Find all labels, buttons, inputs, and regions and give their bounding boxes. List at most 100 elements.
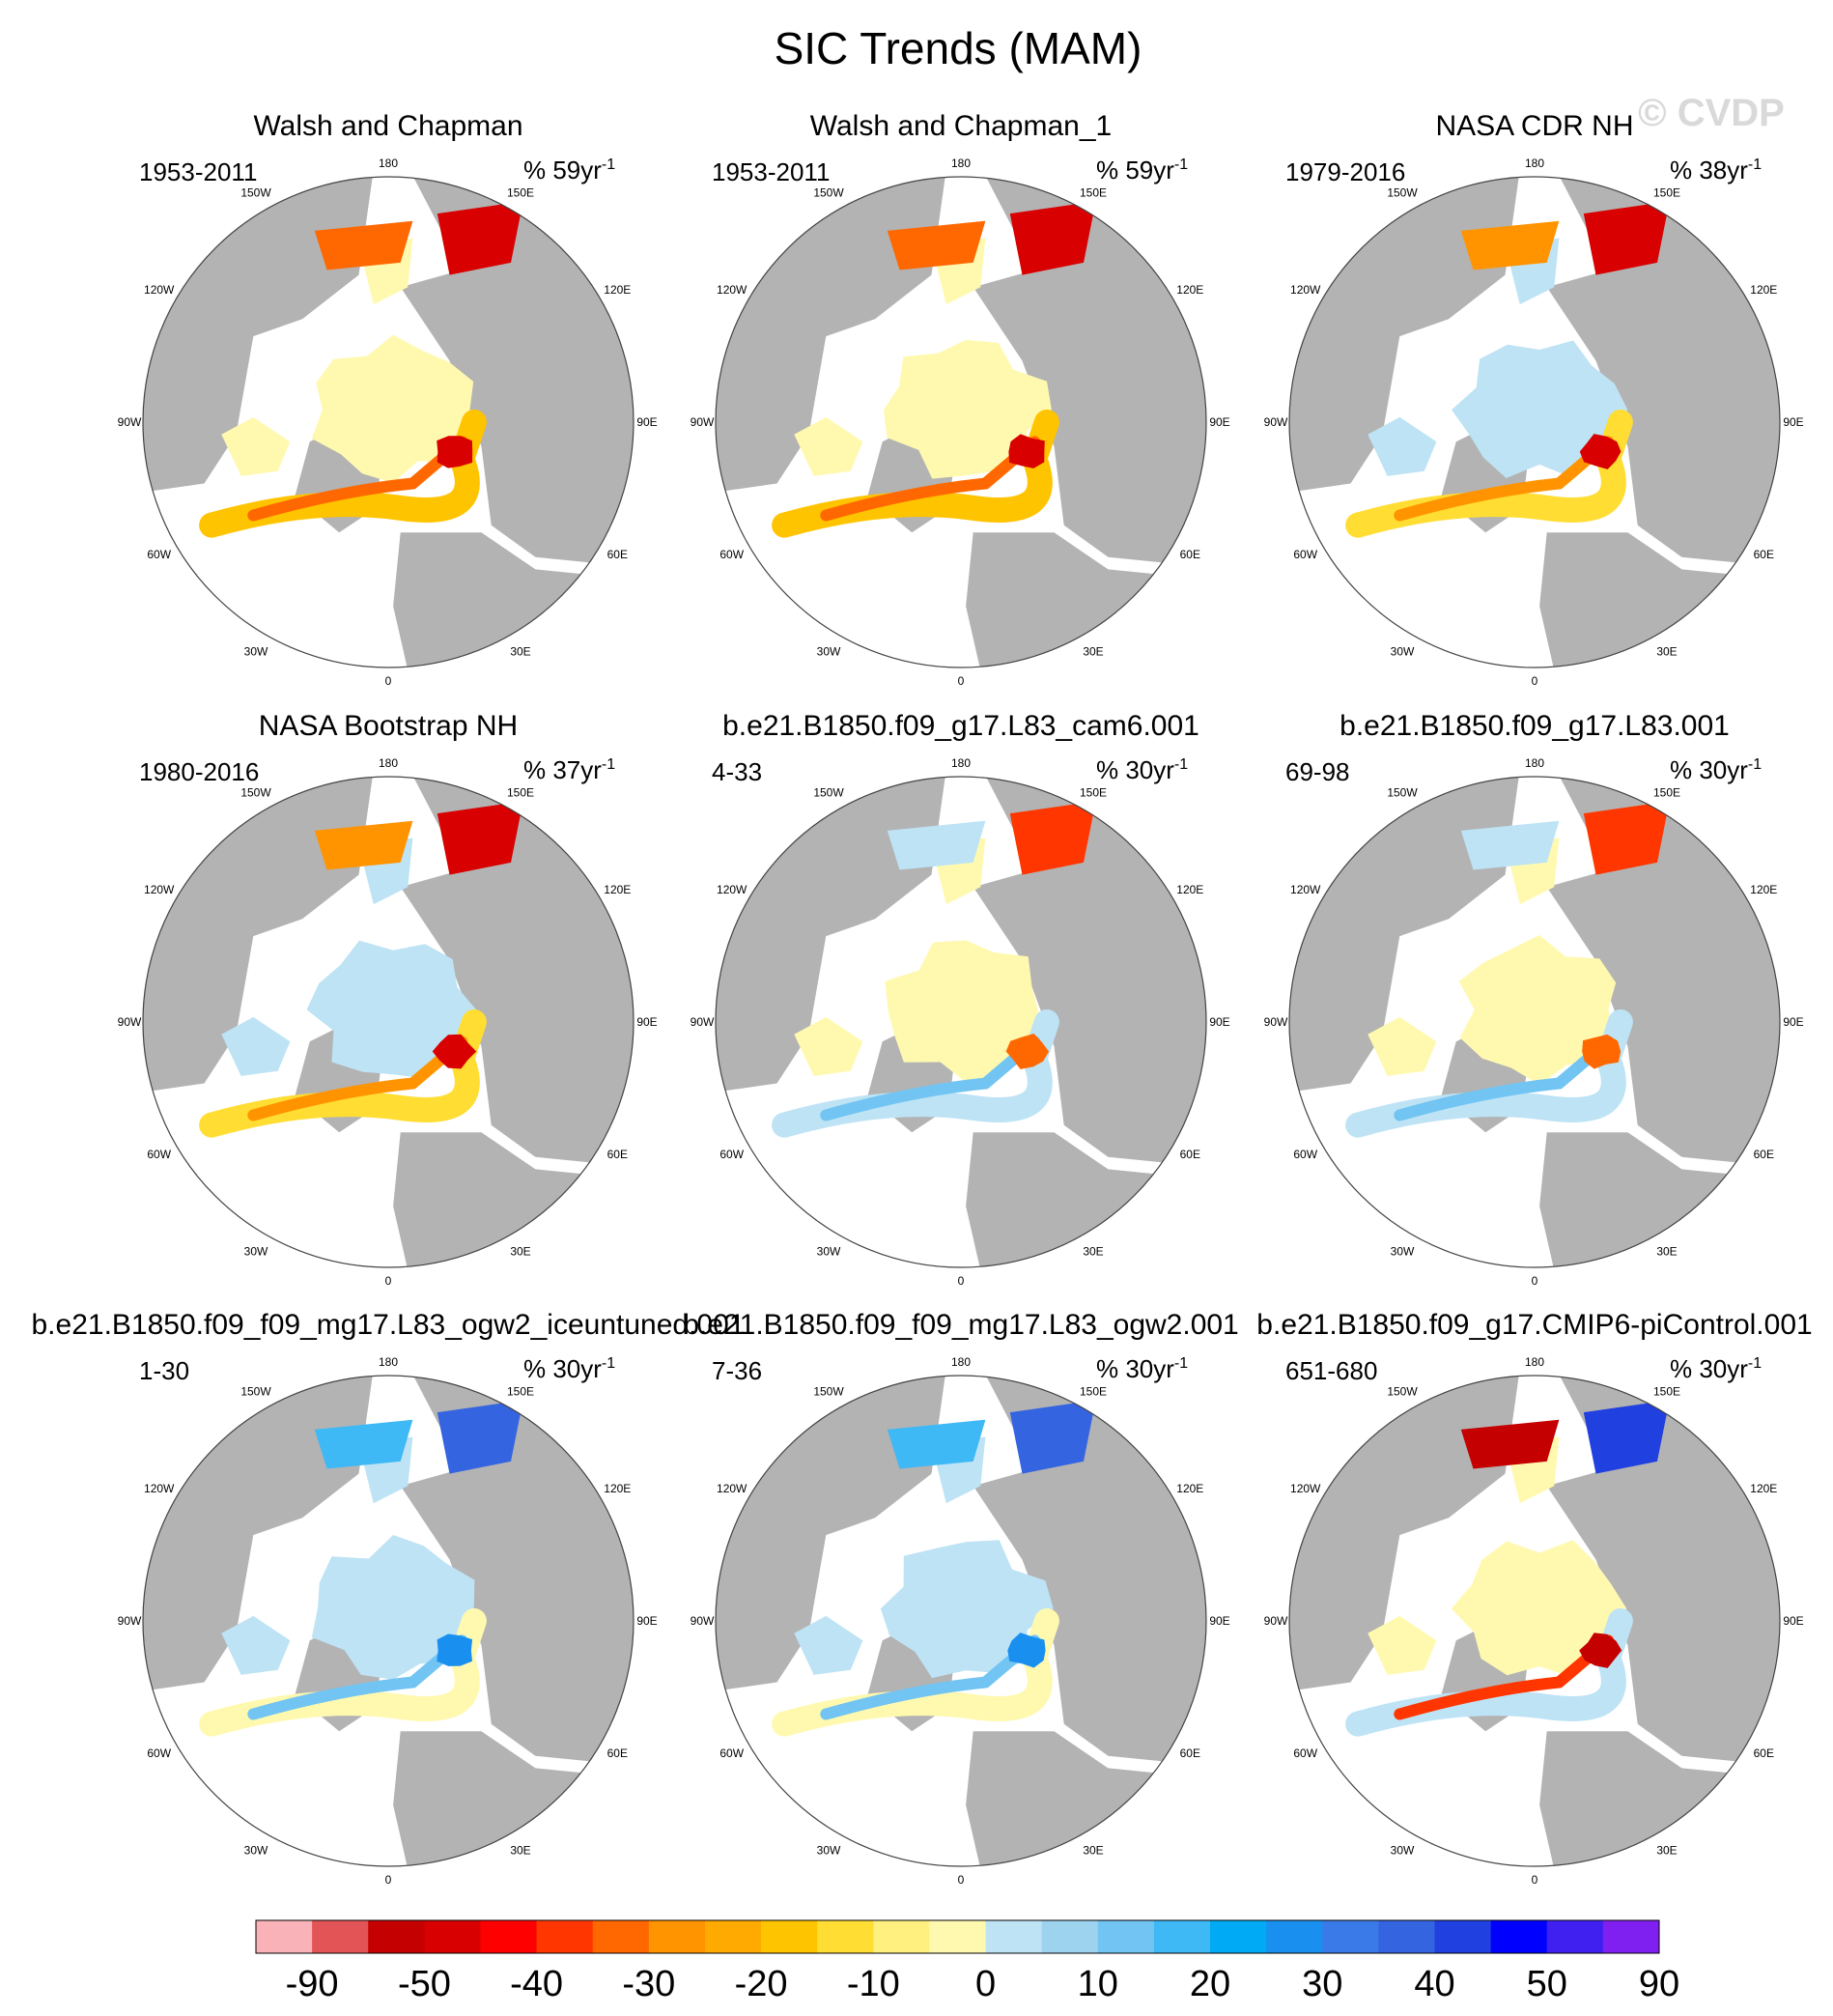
panel-title: Walsh and Chapman_1	[810, 110, 1112, 142]
longitude-label: 30E	[1083, 644, 1103, 658]
units-exponent: -1	[1174, 756, 1188, 773]
barents-trend-max	[1005, 1034, 1050, 1069]
longitude-label: 30E	[510, 644, 530, 658]
arctic-ice-field	[884, 339, 1052, 479]
okhotsk-ice	[437, 1400, 523, 1474]
longitude-label: 150W	[1387, 186, 1418, 200]
longitude-label: 90E	[1209, 1614, 1229, 1628]
colorbar-label: -50	[398, 1964, 451, 2004]
panel-period: 1953-2011	[712, 157, 830, 186]
marginal-ice-core	[1394, 1036, 1615, 1122]
map-boundary	[142, 776, 634, 1268]
panel-grid: 180 150E 120E 90E 60E 30E 0 30W 60W 90W 120W 150W Wa…	[32, 110, 1813, 1887]
okhotsk-ice	[1583, 201, 1670, 275]
units-exponent: -1	[602, 756, 615, 773]
longitude-label: 120W	[1290, 283, 1321, 297]
longitude-label: 30W	[1391, 1843, 1415, 1857]
longitude-label: 120E	[1176, 283, 1203, 297]
longitude-label: 90E	[1209, 1015, 1229, 1029]
longitude-label: 60W	[719, 1746, 744, 1760]
longitude-label: 60E	[1754, 1148, 1774, 1161]
colorbar-swatch	[480, 1920, 538, 1953]
longitude-label: 150E	[1080, 786, 1107, 800]
okhotsk-ice	[437, 201, 523, 275]
baffin-ice	[221, 1016, 291, 1076]
longitude-label: 90E	[1209, 415, 1229, 429]
longitude-label: 90W	[1264, 415, 1288, 429]
map-boundary	[1288, 176, 1781, 668]
longitude-label: 60W	[147, 1148, 171, 1161]
colorbar-label: -40	[510, 1964, 563, 2004]
barents-trend-max	[432, 1034, 477, 1069]
colorbar-swatch	[817, 1920, 874, 1953]
longitude-label: 120E	[604, 883, 631, 896]
longitude-label: 180	[379, 1355, 398, 1369]
baffin-ice	[221, 1615, 291, 1675]
east-siberian-ice	[887, 820, 986, 870]
longitude-label: 150E	[1080, 1385, 1107, 1399]
colorbar-label: -30	[622, 1964, 675, 2004]
colorbar-label: -90	[286, 1964, 339, 2004]
longitude-label: 60E	[1754, 1746, 1774, 1760]
longitude-label: 90W	[118, 1015, 142, 1029]
longitude-label: 30W	[1391, 644, 1415, 658]
longitude-label: 150E	[1080, 186, 1107, 200]
longitude-label: 60W	[1293, 1148, 1317, 1161]
okhotsk-ice	[1583, 1400, 1670, 1474]
chart-title: SIC Trends (MAM)	[775, 23, 1142, 73]
longitude-label: 180	[951, 756, 971, 770]
colorbar-swatch	[368, 1920, 425, 1953]
panel-period: 651-680	[1285, 1356, 1377, 1385]
map-panel: 180 150E 120E 90E 60E 30E 0 30W 60W 90W 120W 150W b.…	[683, 1309, 1239, 1887]
longitude-label: 180	[1525, 756, 1544, 770]
marginal-ice-core	[247, 1634, 468, 1720]
panel-period: 4-33	[712, 757, 762, 786]
marginal-ice-core	[820, 1036, 1041, 1122]
panel-title: Walsh and Chapman	[253, 110, 522, 142]
units-exponent: -1	[602, 156, 615, 173]
baffin-ice	[794, 1615, 863, 1675]
map-boundary	[715, 1375, 1207, 1867]
longitude-label: 90W	[691, 415, 715, 429]
longitude-label: 150W	[1387, 786, 1418, 800]
longitude-label: 30W	[244, 644, 268, 658]
longitude-label: 30W	[244, 1843, 268, 1857]
longitude-label: 60W	[1293, 548, 1317, 561]
longitude-label: 120W	[717, 1482, 747, 1495]
colorbar-swatch	[1546, 1920, 1604, 1953]
east-siberian-ice	[1460, 220, 1560, 270]
panel-title: b.e21.B1850.f09_g17.L83_cam6.001	[722, 710, 1199, 742]
okhotsk-ice	[437, 801, 523, 875]
map-boundary	[142, 176, 634, 668]
longitude-label: 30W	[817, 644, 841, 658]
longitude-label: 120W	[144, 883, 175, 896]
longitude-label: 120W	[717, 883, 747, 896]
baffin-ice	[1368, 1615, 1437, 1675]
colorbar-swatch	[1490, 1920, 1548, 1953]
map-panel: 180 150E 120E 90E 60E 30E 0 30W 60W 90W 120W 150W NA…	[1264, 110, 1804, 688]
longitude-label: 120E	[604, 1482, 631, 1495]
map-boundary	[1288, 1375, 1781, 1867]
longitude-label: 90E	[1783, 415, 1803, 429]
panel-units: % 30yr-1	[1670, 1354, 1762, 1383]
longitude-label: 60E	[1180, 1148, 1200, 1161]
longitude-label: 0	[1532, 1873, 1538, 1887]
colorbar-label: 50	[1527, 1964, 1567, 2004]
arctic-ice-field	[880, 1540, 1054, 1679]
barents-trend-max	[1007, 1633, 1046, 1668]
longitude-label: 150W	[1387, 1385, 1418, 1399]
barents-trend-max	[1582, 1034, 1622, 1069]
panel-units: % 59yr-1	[523, 156, 615, 185]
colorbar-swatch	[592, 1920, 650, 1953]
baffin-ice	[1368, 1016, 1437, 1076]
longitude-label: 30W	[817, 1244, 841, 1258]
panel-title: NASA Bootstrap NH	[259, 710, 518, 742]
marginal-ice-core	[247, 1036, 468, 1122]
longitude-label: 30E	[510, 1244, 530, 1258]
marginal-ice-core	[247, 436, 468, 522]
east-siberian-ice	[1460, 1419, 1560, 1469]
longitude-label: 90W	[691, 1015, 715, 1029]
map-panel: 180 150E 120E 90E 60E 30E 0 30W 60W 90W 120W 150W Wa…	[118, 110, 658, 688]
longitude-label: 90W	[118, 1614, 142, 1628]
